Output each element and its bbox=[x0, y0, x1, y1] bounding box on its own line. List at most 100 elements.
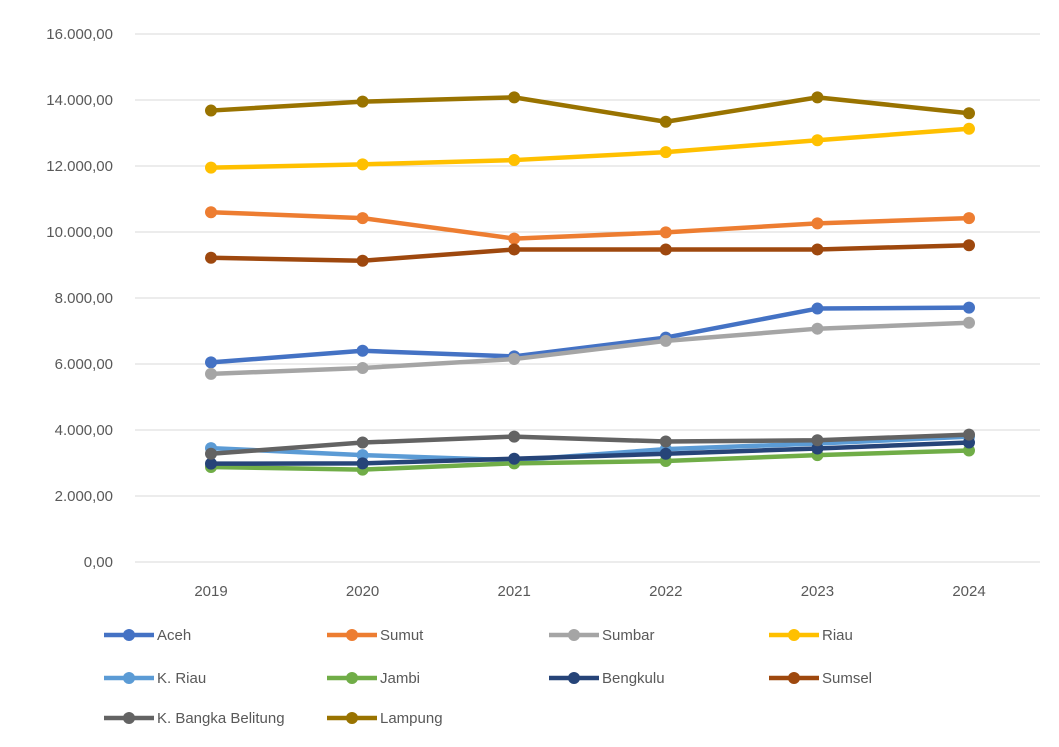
series-line bbox=[205, 122, 975, 174]
legend-label: Bengkulu bbox=[602, 670, 665, 687]
x-tick-label: 2021 bbox=[498, 583, 531, 600]
data-point bbox=[811, 243, 824, 256]
series-line bbox=[205, 239, 975, 267]
series-line bbox=[205, 428, 975, 460]
y-tick-label: 0,00 bbox=[84, 554, 113, 571]
data-point bbox=[963, 301, 975, 314]
series-lines bbox=[205, 91, 975, 476]
series-line bbox=[205, 444, 975, 476]
data-point bbox=[508, 154, 521, 167]
data-point bbox=[508, 232, 521, 245]
data-point bbox=[205, 251, 217, 264]
data-point bbox=[659, 435, 672, 448]
data-point bbox=[205, 457, 217, 470]
y-tick-label: 12.000,00 bbox=[46, 158, 113, 175]
series-line bbox=[205, 301, 975, 369]
legend-label: Lampung bbox=[380, 710, 443, 727]
x-tick-label: 2023 bbox=[801, 583, 834, 600]
legend-swatch-marker bbox=[123, 712, 135, 724]
data-point bbox=[356, 436, 369, 449]
x-tick-label: 2020 bbox=[346, 583, 379, 600]
legend-swatch-marker bbox=[568, 672, 580, 684]
data-point bbox=[205, 356, 217, 369]
series-path bbox=[208, 126, 972, 170]
data-point bbox=[811, 217, 824, 230]
legend-item: Bengkulu bbox=[549, 670, 665, 687]
legend-label: Sumbar bbox=[602, 627, 655, 644]
data-point bbox=[963, 107, 975, 120]
data-point bbox=[356, 457, 369, 470]
data-point bbox=[205, 206, 217, 219]
legend-item: Sumsel bbox=[769, 670, 872, 687]
legend-item: Riau bbox=[769, 627, 853, 644]
series-path bbox=[208, 440, 972, 466]
data-point bbox=[659, 334, 672, 347]
data-point bbox=[205, 447, 217, 460]
data-point bbox=[356, 212, 369, 225]
data-point bbox=[963, 316, 975, 329]
series-path bbox=[208, 448, 972, 472]
legend-item: Sumbar bbox=[549, 627, 655, 644]
series-line bbox=[205, 91, 975, 128]
legend-label: Sumut bbox=[380, 627, 424, 644]
legend-swatch-marker bbox=[788, 672, 800, 684]
series-path bbox=[208, 95, 972, 125]
series-line bbox=[205, 206, 975, 245]
legend-swatch-marker bbox=[123, 672, 135, 684]
gridlines bbox=[135, 33, 1040, 563]
y-axis-ticks: 0,00 2.000,00 4.000,00 6.000,00 8.000,00 10.0… bbox=[46, 26, 113, 571]
series-path bbox=[208, 242, 972, 263]
series-line bbox=[205, 316, 975, 380]
data-point bbox=[508, 243, 521, 256]
series-line bbox=[205, 436, 975, 470]
legend-item: Lampung bbox=[327, 710, 443, 727]
data-point bbox=[963, 212, 975, 225]
legend-label: Sumsel bbox=[822, 670, 872, 687]
data-point bbox=[659, 115, 672, 128]
y-tick-label: 16.000,00 bbox=[46, 26, 113, 43]
legend-label: K. Bangka Belitung bbox=[157, 710, 285, 727]
legend-swatch-marker bbox=[788, 629, 800, 641]
data-point bbox=[963, 428, 975, 441]
data-point bbox=[811, 434, 824, 447]
data-point bbox=[356, 254, 369, 267]
series-path bbox=[208, 305, 972, 365]
legend-label: K. Riau bbox=[157, 670, 206, 687]
legend-swatch-marker bbox=[568, 629, 580, 641]
legend: Aceh Sumut Sumbar Riau K. Riau Jambi Bengkulu S… bbox=[104, 627, 872, 727]
x-tick-label: 2019 bbox=[194, 583, 227, 600]
legend-swatch-marker bbox=[346, 629, 358, 641]
data-point bbox=[963, 122, 975, 135]
data-point bbox=[659, 243, 672, 256]
legend-item: Sumut bbox=[327, 627, 424, 644]
data-point bbox=[963, 239, 975, 252]
x-tick-label: 2022 bbox=[649, 583, 682, 600]
data-point bbox=[508, 91, 521, 104]
legend-item: Jambi bbox=[327, 670, 420, 687]
series-path bbox=[208, 320, 972, 377]
data-point bbox=[356, 361, 369, 374]
series-path bbox=[208, 432, 972, 457]
data-point bbox=[356, 158, 369, 171]
legend-swatch-marker bbox=[346, 712, 358, 724]
legend-item: Aceh bbox=[104, 627, 191, 644]
data-point bbox=[205, 104, 217, 117]
legend-swatch-marker bbox=[346, 672, 358, 684]
data-point bbox=[205, 161, 217, 174]
data-point bbox=[356, 344, 369, 357]
data-point bbox=[811, 322, 824, 335]
legend-label: Jambi bbox=[380, 670, 420, 687]
y-tick-label: 10.000,00 bbox=[46, 224, 113, 241]
data-point bbox=[508, 430, 521, 443]
legend-item: K. Bangka Belitung bbox=[104, 710, 285, 727]
data-point bbox=[659, 447, 672, 460]
data-point bbox=[356, 449, 369, 462]
legend-swatch-marker bbox=[123, 629, 135, 641]
legend-label: Riau bbox=[822, 627, 853, 644]
legend-item: K. Riau bbox=[104, 670, 206, 687]
x-axis-ticks: 2019 2020 2021 2022 2023 2024 bbox=[194, 583, 985, 600]
data-point bbox=[811, 91, 824, 104]
data-point bbox=[659, 226, 672, 239]
